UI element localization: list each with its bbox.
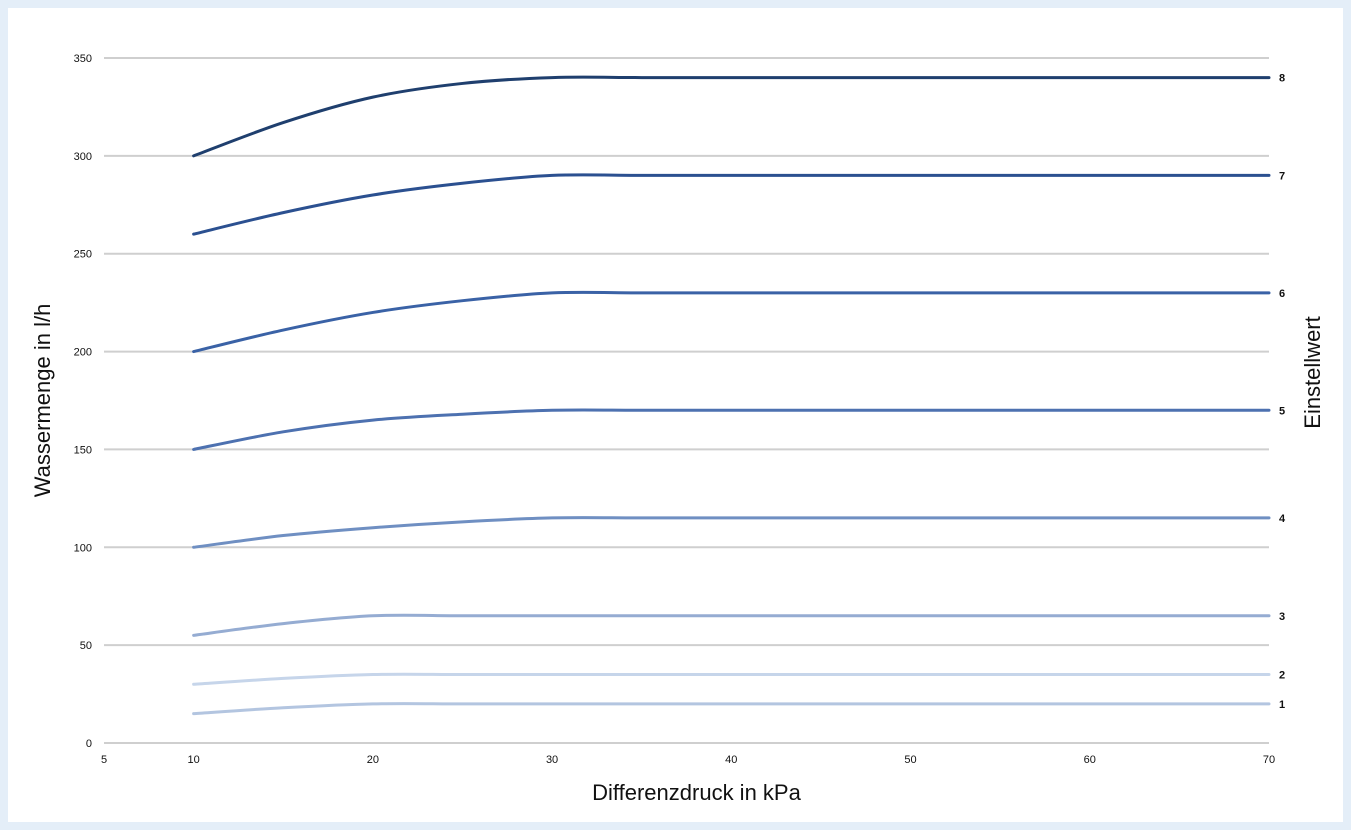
y-tick-label: 300 <box>74 151 92 163</box>
chart: 0 50 100 150 200 250 300 350 5 10 20 30 40 50 60 70 1 2… <box>30 53 1325 805</box>
y-tick-label: 0 <box>86 738 92 750</box>
series-line-3 <box>192 613 1271 637</box>
y-tick-label: 350 <box>74 53 92 65</box>
series-label-8: 8 <box>1279 73 1285 85</box>
series-line-7 <box>192 173 1271 236</box>
series-label-4: 4 <box>1279 513 1286 525</box>
x-tick-label: 60 <box>1084 754 1096 766</box>
x-tick-label: 20 <box>367 754 379 766</box>
series-line-2 <box>192 672 1271 686</box>
x-tick-label: 5 <box>101 754 107 766</box>
y-tick-label: 250 <box>74 249 92 261</box>
x-ticks: 5 10 20 30 40 50 60 70 <box>101 754 1275 766</box>
series-line-1 <box>192 702 1271 716</box>
grid <box>104 57 1269 744</box>
series-line-8 <box>192 75 1271 158</box>
series-lines <box>192 75 1271 716</box>
series-label-7: 7 <box>1279 170 1285 182</box>
x-axis-title: Differenzdruck in kPa <box>592 780 801 805</box>
y-axis-title: Wassermenge in l/h <box>30 304 55 498</box>
x-tick-label: 40 <box>725 754 737 766</box>
x-tick-label: 70 <box>1263 754 1275 766</box>
series-line-5 <box>192 408 1271 451</box>
series-line-4 <box>192 516 1271 549</box>
series-line-6 <box>192 290 1271 354</box>
x-tick-label: 30 <box>546 754 558 766</box>
secondary-axis-title: Einstellwert <box>1300 316 1325 428</box>
x-tick-label: 50 <box>904 754 916 766</box>
x-tick-label: 10 <box>187 754 199 766</box>
series-label-5: 5 <box>1279 405 1285 417</box>
chart-frame: 0 50 100 150 200 250 300 350 5 10 20 30 40 50 60 70 1 2… <box>8 8 1343 822</box>
y-tick-label: 100 <box>74 542 92 554</box>
series-labels: 1 2 3 4 5 6 7 8 <box>1279 73 1286 711</box>
series-label-2: 2 <box>1279 670 1285 682</box>
y-tick-label: 150 <box>74 444 92 456</box>
y-tick-label: 50 <box>80 640 92 652</box>
y-tick-label: 200 <box>74 347 92 359</box>
series-label-3: 3 <box>1279 611 1285 623</box>
y-ticks: 0 50 100 150 200 250 300 350 <box>74 53 92 750</box>
series-label-1: 1 <box>1279 699 1285 711</box>
series-label-6: 6 <box>1279 288 1285 300</box>
